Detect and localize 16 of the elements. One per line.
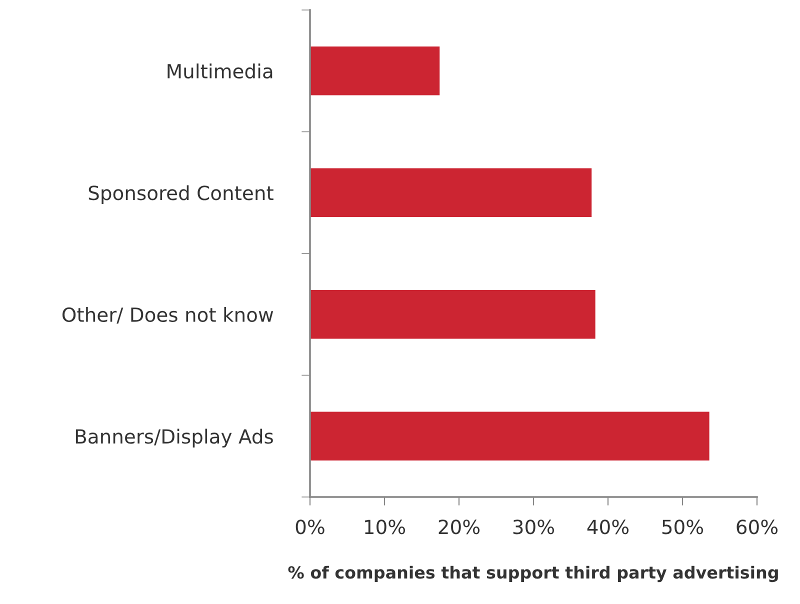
y-tick-label: Other/ Does not know bbox=[62, 306, 274, 324]
y-tick-label: Sponsored Content bbox=[88, 185, 274, 204]
x-tick-label: 60% bbox=[736, 520, 778, 534]
bar bbox=[310, 412, 710, 460]
y-tick-label: Banners/Display Ads bbox=[76, 428, 273, 448]
bar bbox=[310, 168, 592, 217]
y-tick-label: Multimedia bbox=[168, 63, 272, 79]
bar bbox=[310, 290, 596, 339]
x-tick-label: 30% bbox=[513, 520, 554, 534]
bar bbox=[310, 46, 440, 96]
x-tick-label: 40% bbox=[587, 520, 629, 534]
x-tick-label: 10% bbox=[365, 520, 406, 534]
x-tick-label: 0% bbox=[296, 520, 324, 534]
x-axis-title: % of companies that support third party advertising bbox=[288, 566, 778, 582]
x-tick-label: 20% bbox=[438, 520, 480, 534]
x-tick-label: 50% bbox=[662, 520, 704, 534]
